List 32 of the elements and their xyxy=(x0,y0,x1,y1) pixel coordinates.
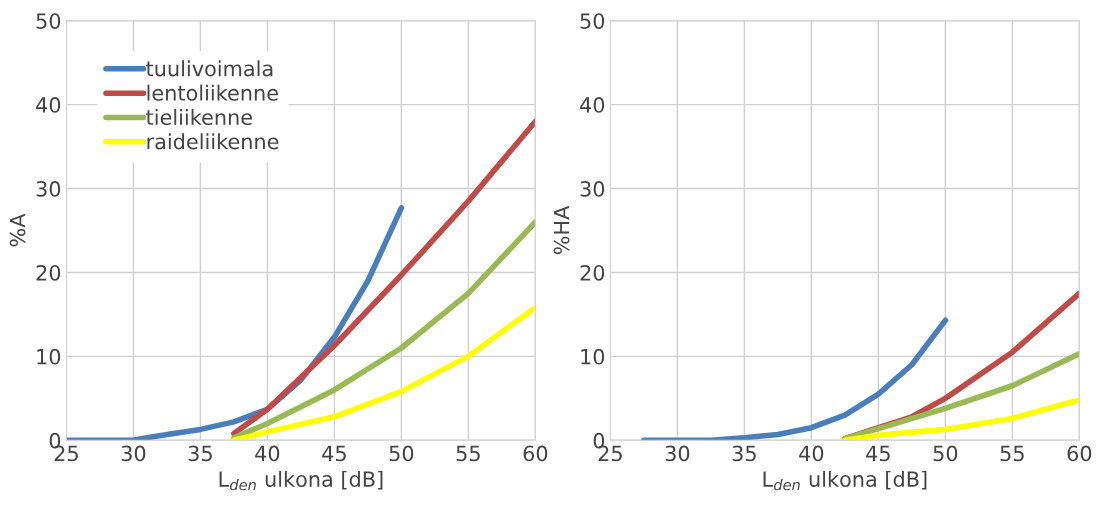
x-tick-label: 55 xyxy=(456,445,480,462)
x-tick-label: 35 xyxy=(188,445,212,462)
y-tick-label: 40 xyxy=(580,97,605,113)
legend-label: tuulivoimala xyxy=(146,60,273,77)
x-tick-label: 50 xyxy=(933,445,958,462)
y-tick-label: 30 xyxy=(36,181,61,197)
x-tick-label: 45 xyxy=(866,445,890,462)
x-tick-label: 45 xyxy=(322,445,346,462)
y-tick-label: 20 xyxy=(580,264,605,281)
x-tick-label: 30 xyxy=(665,445,690,462)
y-tick-label: 10 xyxy=(37,348,61,365)
y-tick-label: 30 xyxy=(580,181,605,197)
x-tick-label: 55 xyxy=(1000,445,1024,462)
y-tick-label: 50 xyxy=(36,13,61,29)
x-tick-label: 40 xyxy=(255,445,280,462)
x-tick-label: 40 xyxy=(799,445,824,462)
x-tick-label: 60 xyxy=(1067,445,1092,462)
y-tick-label: 20 xyxy=(36,264,61,281)
legend-label: tieliikenne xyxy=(146,108,252,126)
legend-label: lentoliikenne xyxy=(147,84,278,101)
x-tick-label: 60 xyxy=(523,445,548,462)
x-tick-label: 35 xyxy=(732,445,756,462)
x-axis-title: L$_{den}$ ulkona [dB] xyxy=(219,470,383,491)
x-tick-label: 50 xyxy=(389,445,414,462)
x-axis-title: L$_{den}$ ulkona [dB] xyxy=(763,470,927,491)
legend-label: raideliikenne xyxy=(147,133,279,150)
y-axis-title: %A xyxy=(9,213,26,247)
y-tick-label: 10 xyxy=(581,348,605,365)
y-axis-title: %HA xyxy=(553,205,570,255)
y-tick-label: 50 xyxy=(580,13,605,29)
y-tick-label: 40 xyxy=(36,97,61,113)
x-tick-label: 30 xyxy=(121,445,146,462)
